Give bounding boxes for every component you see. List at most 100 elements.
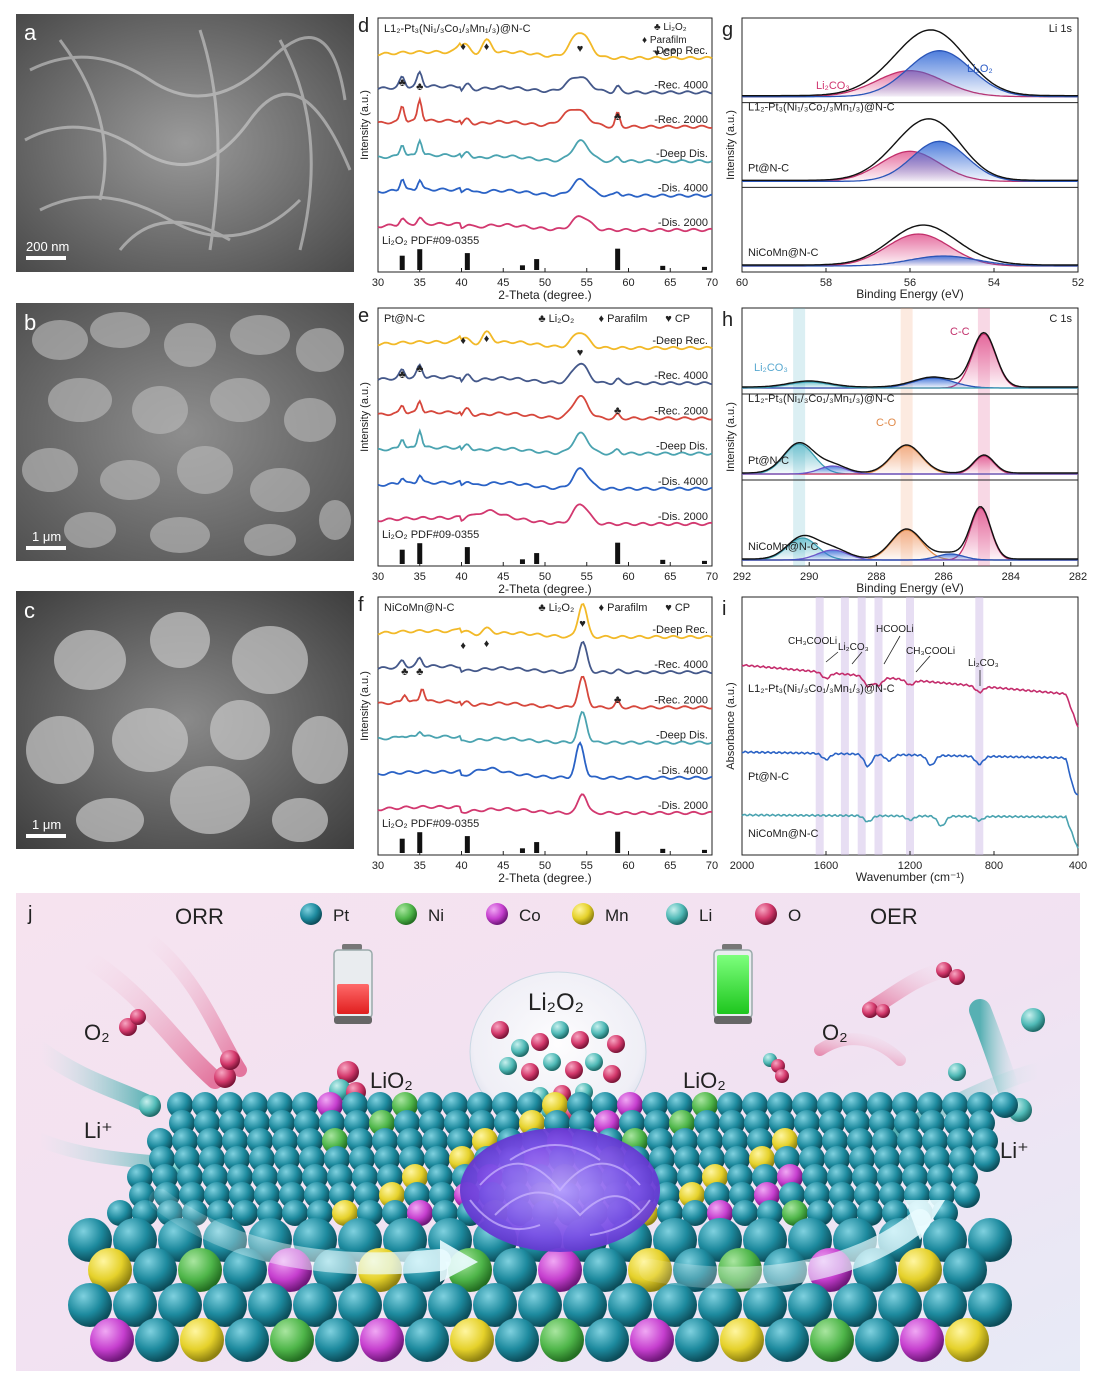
fit-component-line xyxy=(742,50,1078,98)
bulk-atom xyxy=(180,1318,224,1362)
peak-marker: ♦ xyxy=(460,41,466,53)
xrd-curve xyxy=(377,467,713,491)
bulk-atom xyxy=(90,1318,134,1362)
x-tick-label: 58 xyxy=(820,277,832,289)
panel-b: b 1 μm xyxy=(16,303,354,561)
x-tick-label: 70 xyxy=(706,860,718,872)
reference-peak-bar xyxy=(464,547,470,564)
panel-letter: g xyxy=(722,19,733,41)
envelope-line xyxy=(742,442,1078,474)
reference-peak-bar xyxy=(534,842,540,853)
panel-j: j ORR OER Pt Ni Co Mn Li O O₂ O₂ Li xyxy=(16,893,1080,1371)
xrd-curve xyxy=(377,215,713,233)
legend-cp: ♥ CP xyxy=(665,602,690,614)
legend-atom-o xyxy=(755,903,777,925)
xrd-curve xyxy=(377,330,713,351)
ftir-spectrum xyxy=(741,663,1079,728)
panel-letter-a: a xyxy=(24,20,37,45)
curve-label: -Dis. 4000 xyxy=(658,183,708,195)
surface-atom xyxy=(407,1200,433,1226)
panel-c: c 1 μm xyxy=(16,591,354,849)
x-tick-label: 70 xyxy=(706,277,718,289)
x-tick-label: 56 xyxy=(904,277,916,289)
x-tick-label: 45 xyxy=(497,571,509,583)
x-tick-label: 35 xyxy=(414,277,426,289)
surface-atom xyxy=(857,1200,883,1226)
reference-peak-bar xyxy=(417,249,423,270)
bulk-atom xyxy=(630,1318,674,1362)
x-tick-label: 70 xyxy=(706,571,718,583)
xrd-curve xyxy=(377,675,713,710)
li-atom xyxy=(551,1021,569,1039)
bulk-atom xyxy=(270,1318,314,1362)
xrd-curve xyxy=(377,640,713,675)
surface-atom xyxy=(682,1200,708,1226)
sample-label: NiCoMn@N-C xyxy=(748,828,819,840)
curve-label: -Deep Dis. xyxy=(656,730,708,742)
xrd-curve xyxy=(377,503,713,527)
bulk-atom xyxy=(833,1283,877,1327)
bulk-atom xyxy=(133,1248,177,1292)
sample-label: L1₂-Pt₃(Ni₁/₃Co₁/₃Mn₁/₃)@N-C xyxy=(748,683,895,695)
reference-peak-bar xyxy=(519,848,525,853)
highlight-band xyxy=(840,597,849,855)
curve-label: -Rec. 4000 xyxy=(654,659,708,671)
o-atom xyxy=(531,1033,549,1051)
bulk-atom xyxy=(293,1283,337,1327)
component-label: Li₂CO₃ xyxy=(754,362,788,374)
reference-peak-bar xyxy=(534,553,540,564)
li-atom xyxy=(543,1053,561,1071)
peak-marker: ♦ xyxy=(484,638,490,650)
fit-component-area xyxy=(742,141,1078,182)
envelope-line xyxy=(742,29,1078,97)
fit-component-area xyxy=(742,508,1078,560)
x-tick-label: 35 xyxy=(414,860,426,872)
xrd-curve xyxy=(377,603,713,640)
x-tick-label: 40 xyxy=(455,571,467,583)
panel-a: a 200 nm xyxy=(16,14,354,272)
panel-letter-c: c xyxy=(24,598,35,623)
reference-peak-bar xyxy=(615,831,621,853)
scale-bar-a xyxy=(26,256,66,260)
legend-parafilm: ♦ Parafilm xyxy=(598,313,647,325)
legend-parafilm: ♦ Parafilm xyxy=(642,35,687,46)
bulk-atom xyxy=(563,1283,607,1327)
core-level-label: C 1s xyxy=(1049,313,1072,325)
reference-peak-bar xyxy=(660,265,666,270)
xps-frame xyxy=(741,17,1079,273)
bulk-atom xyxy=(855,1318,899,1362)
bulk-atom xyxy=(178,1248,222,1292)
xrd-curve xyxy=(377,70,713,95)
peak-marker: ♥ xyxy=(579,618,586,630)
reference-peak-bar xyxy=(464,836,470,853)
sample-label: L1₂-Pt₃(Ni₁/₃Co₁/₃Mn₁/₃)@N-C xyxy=(748,102,895,114)
x-axis-label: Binding Energy (eV) xyxy=(856,581,963,595)
reference-peak-bar xyxy=(399,255,405,270)
y-axis-label: Intensity (a.u.) xyxy=(359,671,371,741)
highlight-band xyxy=(975,597,984,855)
peak-marker: ♥ xyxy=(577,347,584,359)
x-tick-label: 60 xyxy=(622,277,634,289)
reference-peak-bar xyxy=(615,542,621,564)
bulk-atom xyxy=(113,1283,157,1327)
bulk-atom xyxy=(68,1283,112,1327)
xps-frame xyxy=(741,307,1079,567)
lio2-label-left: LiO₂ xyxy=(370,1068,413,1093)
li-atom xyxy=(499,1057,517,1075)
sample-label: L1₂-Pt₃(Ni₁/₃Co₁/₃Mn₁/₃)@N-C xyxy=(384,23,531,35)
li-ion-left-1 xyxy=(139,1095,161,1117)
x-axis-label: 2-Theta (degree.) xyxy=(498,871,591,885)
scale-label-b: 1 μm xyxy=(32,529,61,544)
legend-label-co: Co xyxy=(519,906,541,925)
xrd-panel-f: f NiCoMn@N-C ♣ Li₂O₂ ♦ Parafilm ♥ CP 30 35 40 45… xyxy=(358,594,718,885)
x-axis-label: Wavenumber (cm⁻¹) xyxy=(856,870,965,884)
peak-marker: ♣ xyxy=(614,694,621,706)
bulk-atom xyxy=(428,1283,472,1327)
bulk-atom xyxy=(88,1248,132,1292)
li-atom xyxy=(591,1021,609,1039)
x-axis-label: 2-Theta (degree.) xyxy=(498,582,591,596)
catalyst-slab xyxy=(68,1092,1018,1362)
reference-peak-bar xyxy=(519,265,525,270)
sample-label: NiCoMn@N-C xyxy=(748,247,819,259)
surface-atom xyxy=(782,1200,808,1226)
